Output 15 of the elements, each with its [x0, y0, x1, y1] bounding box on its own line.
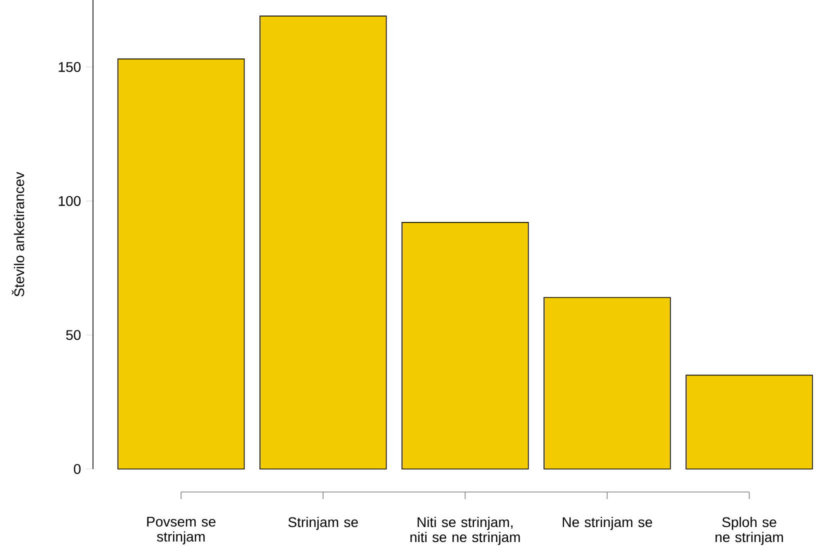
- bar: [117, 58, 245, 470]
- y-tick-label: 0: [74, 464, 81, 474]
- x-tick-label: Povsem se strinjam: [147, 516, 216, 544]
- y-tick-label: 50: [66, 330, 81, 340]
- bar: [686, 374, 813, 470]
- bar: [544, 297, 671, 470]
- x-tick-label: Ne strinjam se: [562, 516, 652, 530]
- y-tick-label: 100: [58, 196, 81, 206]
- x-tick-label: Sploh se ne strinjam: [716, 516, 783, 545]
- y-axis-title: Število anketirancev: [12, 172, 24, 296]
- bar: [260, 16, 387, 470]
- x-tick-label: Strinjam se: [288, 516, 358, 530]
- y-tick-label: 150: [58, 62, 81, 72]
- x-tick-label: Niti se strinjam, niti se ne strinjam: [410, 516, 520, 545]
- bar: [402, 222, 529, 470]
